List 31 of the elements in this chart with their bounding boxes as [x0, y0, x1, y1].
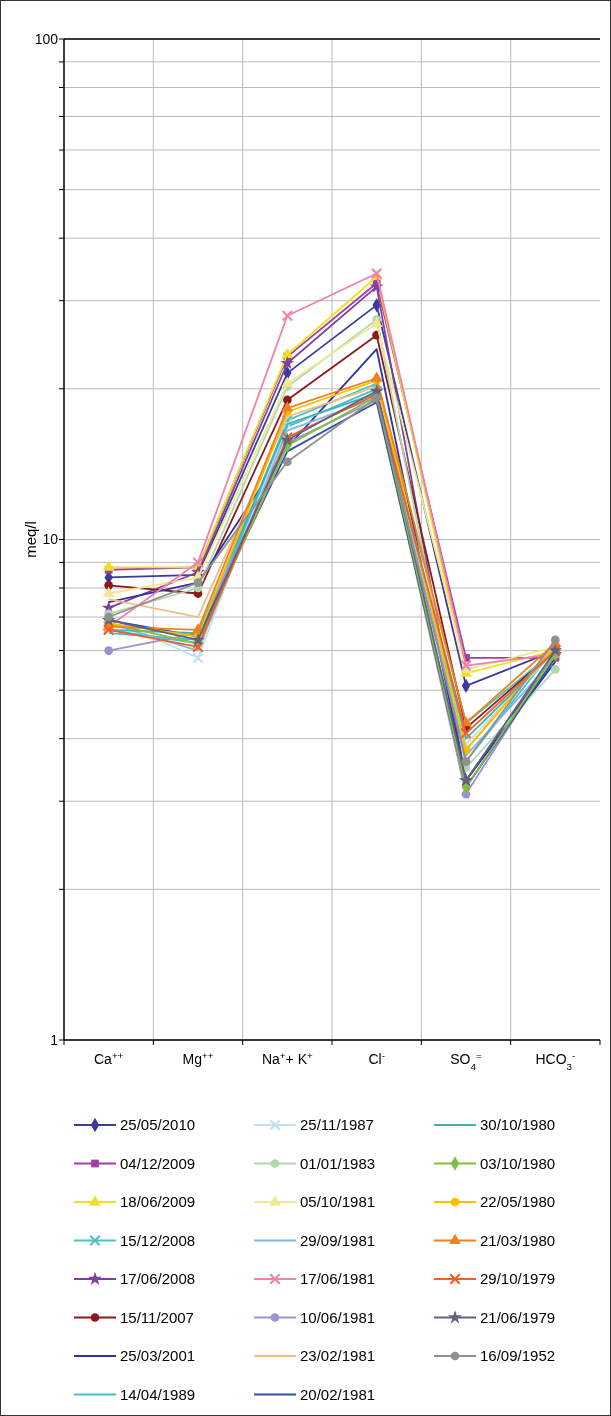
y-tick-label: 1 — [50, 1031, 59, 1048]
legend-label: 21/06/1979 — [480, 1308, 556, 1326]
y-axis-title: meq/l — [22, 521, 39, 558]
legend-label: 01/01/1983 — [300, 1154, 376, 1172]
y-tick-label: 10 — [42, 531, 59, 548]
legend-label: 20/02/1981 — [300, 1385, 376, 1403]
legend-label: 30/10/1980 — [480, 1116, 556, 1134]
legend-label: 22/05/1980 — [480, 1193, 556, 1211]
x-tick-label: Cl$^{-}$ — [368, 1049, 385, 1067]
legend-label: 29/09/1981 — [300, 1231, 376, 1249]
legend-label: 21/03/1980 — [480, 1231, 556, 1249]
legend-label: 10/06/1981 — [300, 1308, 376, 1326]
x-tick-label: Mg$^{++}$ — [182, 1049, 214, 1067]
legend-label: 15/12/2008 — [120, 1231, 196, 1249]
y-tick-label: 100 — [34, 30, 59, 47]
legend-label: 05/10/1981 — [300, 1193, 376, 1211]
legend-label: 23/02/1981 — [300, 1347, 376, 1365]
x-tick-label: Na$^{+}$+ K$^{+}$ — [261, 1049, 313, 1067]
legend-label: 14/04/1989 — [120, 1385, 196, 1403]
legend-label: 17/06/1981 — [300, 1270, 376, 1288]
legend-label: 15/11/2007 — [120, 1308, 194, 1326]
legend-label: 16/09/1952 — [480, 1347, 556, 1365]
legend-label: 25/11/1987 — [300, 1116, 374, 1134]
x-tick-label: Ca$^{++}$ — [93, 1049, 124, 1067]
legend-label: 17/06/2008 — [120, 1270, 196, 1288]
legend-label: 25/03/2001 — [120, 1347, 196, 1365]
legend-label: 04/12/2009 — [120, 1154, 196, 1172]
legend-label: 03/10/1980 — [480, 1154, 556, 1172]
legend-label: 18/06/2009 — [120, 1193, 196, 1211]
legend-label: 25/05/2010 — [120, 1116, 196, 1134]
legend-label: 29/10/1979 — [480, 1270, 556, 1288]
